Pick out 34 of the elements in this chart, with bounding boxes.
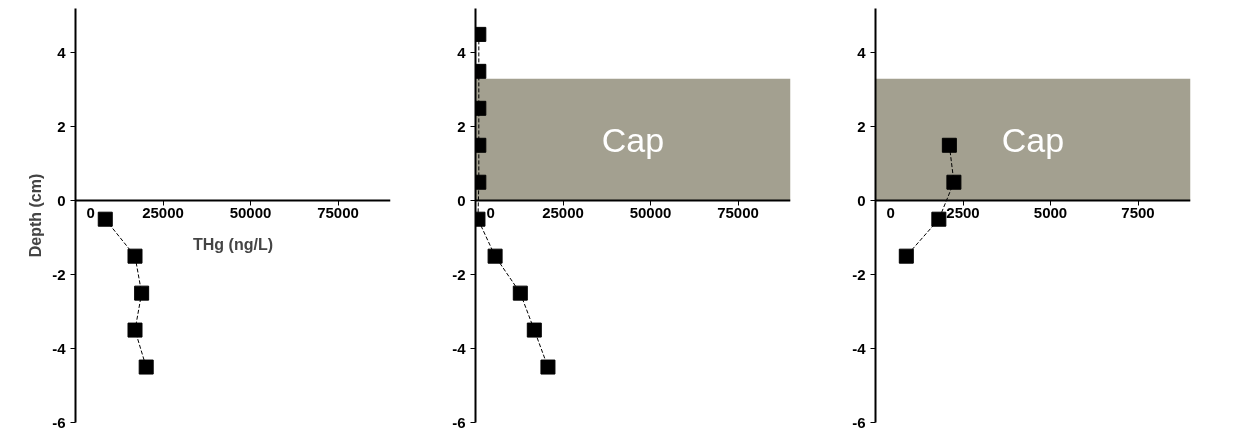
x-tick-label: 2500 <box>946 203 980 221</box>
y-tick-label: 4 <box>57 43 67 61</box>
y-tick-label: -2 <box>852 265 866 283</box>
y-tick-label: -2 <box>452 265 466 283</box>
x-tick-label: 0 <box>886 203 895 221</box>
x-tick-label: 0 <box>86 203 95 221</box>
y-tick-label: -4 <box>852 339 867 357</box>
band-label: Cap <box>1001 120 1065 159</box>
y-tick-label: -4 <box>52 339 67 357</box>
y-tick-label: -2 <box>52 265 66 283</box>
band-label: Cap <box>601 120 665 159</box>
y-tick-label: -4 <box>452 339 467 357</box>
x-tick-label: 50000 <box>629 203 672 221</box>
y-tick-label: 0 <box>57 191 66 209</box>
y-tick-label: 4 <box>857 43 867 61</box>
y-tick-label: 0 <box>457 191 466 209</box>
x-tick-label: 50000 <box>229 203 272 221</box>
y-tick-label: 2 <box>457 117 466 135</box>
y-tick-label: -6 <box>452 413 466 431</box>
x-tick-label: 25000 <box>542 203 584 221</box>
x-tick-label: 7500 <box>1121 203 1155 221</box>
x-tick-label: 25000 <box>142 203 184 221</box>
x-tick-label: 0 <box>486 203 495 221</box>
y-tick-label: 0 <box>857 191 866 209</box>
y-tick-label: -6 <box>852 413 866 431</box>
x-axis-title: THg (ng/L) <box>193 235 273 253</box>
x-tick-label: 75000 <box>317 203 359 221</box>
y-tick-label: 2 <box>57 117 66 135</box>
x-tick-label: 5000 <box>1033 203 1068 221</box>
y-tick-label: 2 <box>857 117 866 135</box>
y-axis-title: Depth (cm) <box>27 173 45 258</box>
x-tick-label: 75000 <box>717 203 759 221</box>
y-tick-label: -6 <box>52 413 66 431</box>
y-tick-label: 4 <box>457 43 467 61</box>
